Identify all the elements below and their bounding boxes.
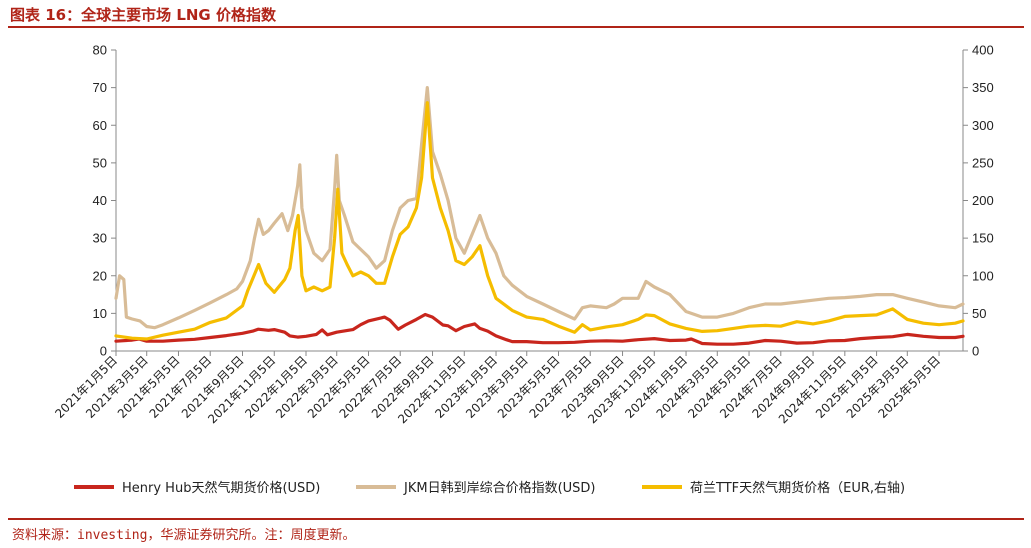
chart-axes: 0 10 20 30 40 50 60 70 80 0 50 100 150 200 250 300 350 40… <box>52 43 993 427</box>
right-tick-label: 0 <box>972 344 979 359</box>
chart-legend: Henry Hub天然气期货价格(USD) JKM日韩到岸综合价格指数(USD) 荷… <box>74 480 905 496</box>
right-tick-label: 50 <box>972 306 986 321</box>
right-tick-label: 400 <box>972 43 994 58</box>
title-rule <box>8 26 1024 28</box>
legend-label: Henry Hub天然气期货价格(USD) <box>122 480 320 496</box>
right-tick-label: 100 <box>972 268 994 283</box>
left-tick-label: 80 <box>93 43 107 58</box>
source-rule <box>8 518 1024 520</box>
right-tick-label: 150 <box>972 231 994 246</box>
left-tick-label: 50 <box>93 155 107 170</box>
left-tick-label: 30 <box>93 231 107 246</box>
jkm-line <box>114 86 965 330</box>
figure-title: 图表 16：全球主要市场 LNG 价格指数 <box>10 6 276 24</box>
chart-series <box>114 86 965 346</box>
legend-label: 荷兰TTF天然气期货价格（EUR,右轴) <box>690 480 905 496</box>
right-tick-label: 200 <box>972 193 994 208</box>
left-tick-label: 70 <box>93 80 107 95</box>
left-tick-label: 40 <box>93 193 107 208</box>
henry-hub-line <box>114 312 965 346</box>
ttf-line <box>114 101 965 341</box>
lng-price-chart: 0 10 20 30 40 50 60 70 80 0 50 100 150 200 250 300 350 40… <box>52 43 993 497</box>
right-tick-label: 300 <box>972 118 994 133</box>
source-note: 资料来源：investing，华源证券研究所。注：周度更新。 <box>12 528 356 543</box>
left-tick-label: 10 <box>93 306 107 321</box>
legend-label: JKM日韩到岸综合价格指数(USD) <box>403 480 596 496</box>
right-tick-label: 250 <box>972 155 994 170</box>
right-tick-label: 350 <box>972 80 994 95</box>
left-tick-label: 0 <box>100 344 107 359</box>
left-tick-label: 60 <box>93 118 107 133</box>
left-tick-label: 20 <box>93 268 107 283</box>
